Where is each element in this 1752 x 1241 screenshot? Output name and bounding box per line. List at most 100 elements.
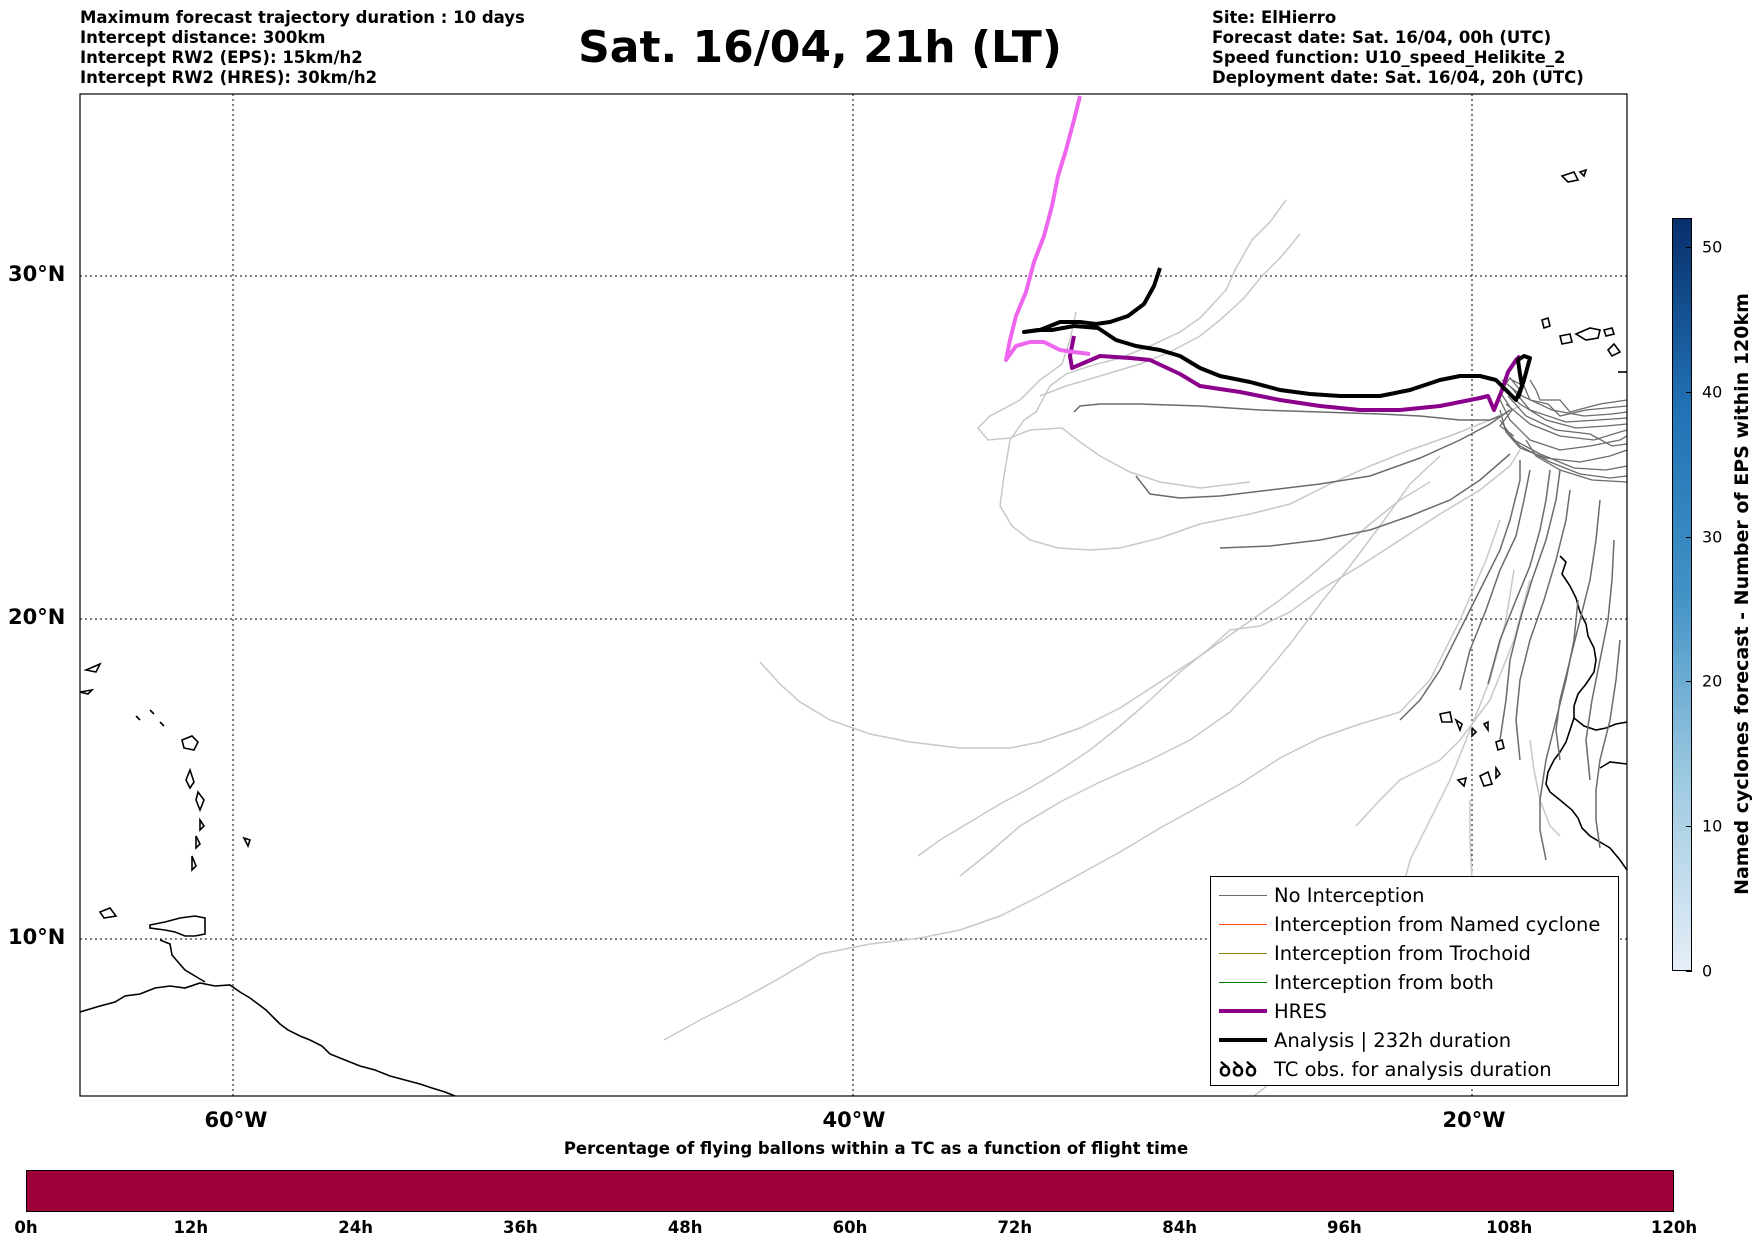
- flight-time-tick-label: 36h: [503, 1218, 538, 1237]
- legend-item-named-cyclone: Interception from Named cyclone: [1211, 910, 1620, 939]
- lon-label-40w: 40°W: [822, 1108, 886, 1132]
- lat-label-10n: 10°N: [8, 925, 66, 949]
- cluster-track: [1509, 385, 1627, 423]
- page-title: Sat. 16/04, 21h (LT): [578, 22, 1062, 73]
- africa-coast: [1559, 555, 1627, 731]
- colorbar-tick-label: 50: [1702, 237, 1723, 257]
- island: [98, 907, 118, 919]
- colorbar-tick-mark: [1686, 536, 1692, 538]
- trajectory: [1399, 460, 1521, 721]
- legend-label: Analysis | 232h duration: [1274, 1029, 1512, 1052]
- intercept-eps-text: Intercept RW2 (EPS): 15km/h2: [80, 48, 363, 67]
- lat-label-30n: 30°N: [8, 262, 66, 286]
- flight-time-colorbar-caption: Percentage of flying ballons within a TC…: [563, 1139, 1189, 1158]
- island: [1574, 327, 1601, 341]
- island: [242, 836, 252, 849]
- cluster-track: [1507, 395, 1627, 447]
- map-frame: [79, 93, 1628, 1097]
- legend-label: Interception from both: [1274, 971, 1494, 994]
- trajectory: [1499, 469, 1561, 741]
- eps-trajectory-cluster: [1499, 376, 1627, 483]
- cluster-track: [1499, 376, 1521, 437]
- island: [185, 767, 195, 790]
- cape-verde-island: [1439, 711, 1453, 723]
- intercept-hres-text: Intercept RW2 (HRES): 30km/h2: [80, 68, 378, 87]
- island: [199, 817, 206, 832]
- flight-time-tick-label: 120h: [1650, 1218, 1698, 1237]
- colorbar-tick-mark: [1686, 391, 1692, 393]
- trajectory: [976, 311, 1251, 489]
- africa-coast-guinea: [1549, 791, 1627, 871]
- cape-verde-island: [1495, 765, 1502, 780]
- island: [1578, 168, 1588, 178]
- lon-label-20w: 20°W: [1442, 1108, 1506, 1132]
- colorbar-tick-mark: [1686, 826, 1692, 828]
- legend-swatch: [1219, 953, 1267, 954]
- cluster-track: [1503, 389, 1627, 429]
- legend-label: Interception from Trochoid: [1274, 942, 1531, 965]
- flight-time-colorbar: [26, 1170, 1674, 1212]
- trajectory: [1487, 469, 1551, 685]
- flight-time-tick-label: 12h: [173, 1218, 209, 1237]
- colorbar-tick-label: 30: [1702, 527, 1723, 547]
- legend-item-both: Interception from both: [1211, 968, 1620, 997]
- cape-verde-island: [1482, 720, 1489, 733]
- legend-item-hres: HRES: [1211, 997, 1620, 1026]
- flight-time-tick-label: 60h: [832, 1218, 868, 1237]
- legend-item-no-interception: No Interception: [1211, 881, 1620, 910]
- cluster-track: [1499, 399, 1627, 451]
- colorbar-tick-label: 20: [1702, 671, 1723, 691]
- forecast-date-text: Forecast date: Sat. 16/04, 00h (UTC): [1212, 28, 1552, 47]
- flight-time-tick-label: 72h: [997, 1218, 1033, 1237]
- flight-time-tick-label: 84h: [1162, 1218, 1197, 1237]
- island: [181, 735, 199, 751]
- colorbar-tick-mark: [1686, 681, 1692, 683]
- eps-trajectories-light: [663, 199, 1561, 1096]
- legend-label: No Interception: [1274, 884, 1425, 907]
- intercept-distance-text: Intercept distance: 300km: [80, 28, 326, 47]
- cluster-track: [1525, 439, 1627, 483]
- cluster-track: [1505, 403, 1627, 441]
- trajectory: [1555, 499, 1601, 761]
- colorbar-tick-mark: [1686, 971, 1692, 972]
- flight-time-tick-label: 0h: [14, 1218, 38, 1237]
- colorbar-tick-label: 40: [1702, 382, 1723, 402]
- island: [195, 790, 205, 813]
- legend-item-tc-obs: ꝺꝺꝺ TC obs. for analysis duration: [1211, 1055, 1620, 1084]
- map-legend: No Interception Interception from Named …: [1210, 876, 1619, 1086]
- legend-label: HRES: [1274, 1000, 1327, 1023]
- trajectory: [1539, 599, 1579, 861]
- trajectory: [1595, 639, 1621, 849]
- legend-swatch: [1219, 982, 1267, 983]
- island: [83, 662, 102, 673]
- trajectory: [1585, 539, 1615, 781]
- colorbar-tick-label: 10: [1702, 816, 1723, 836]
- eps-trajectories-no-interception: [1073, 403, 1621, 861]
- cape-verde-island: [1478, 770, 1494, 787]
- lon-label-60w: 60°W: [204, 1108, 268, 1132]
- island: [1541, 316, 1551, 330]
- legend-swatch: [1219, 1038, 1267, 1042]
- legend-label: Interception from Named cyclone: [1274, 913, 1601, 936]
- cape-verde-island: [1454, 717, 1463, 733]
- legend-swatch: [1219, 1009, 1267, 1013]
- trajectory: [759, 481, 1431, 749]
- legend-label: TC obs. for analysis duration: [1274, 1058, 1552, 1081]
- trajectory: [663, 519, 1501, 1041]
- site-text: Site: ElHierro: [1212, 8, 1337, 27]
- tc-obs-symbol: ꝺꝺꝺ: [1219, 1057, 1258, 1081]
- trajectory: [917, 449, 1521, 857]
- colorbar-tick-mark: [1686, 246, 1692, 248]
- trinidad-coast: [149, 915, 206, 937]
- island: [1559, 333, 1573, 345]
- named-cyclone-colorbar-label: Named cyclones forecast - Number of EPS …: [1731, 293, 1752, 895]
- cape-verde-island: [1456, 776, 1468, 788]
- trajectory: [999, 199, 1521, 551]
- analysis-trajectory: [1022, 267, 1532, 402]
- deployment-date-text: Deployment date: Sat. 16/04, 20h (UTC): [1212, 68, 1584, 87]
- flight-time-tick-label: 24h: [338, 1218, 373, 1237]
- flight-time-tick-label: 48h: [667, 1218, 703, 1237]
- south-america-coast: [80, 982, 456, 1096]
- max-duration-text: Maximum forecast trajectory duration : 1…: [80, 8, 525, 27]
- flight-time-tick-label: 108h: [1486, 1218, 1533, 1237]
